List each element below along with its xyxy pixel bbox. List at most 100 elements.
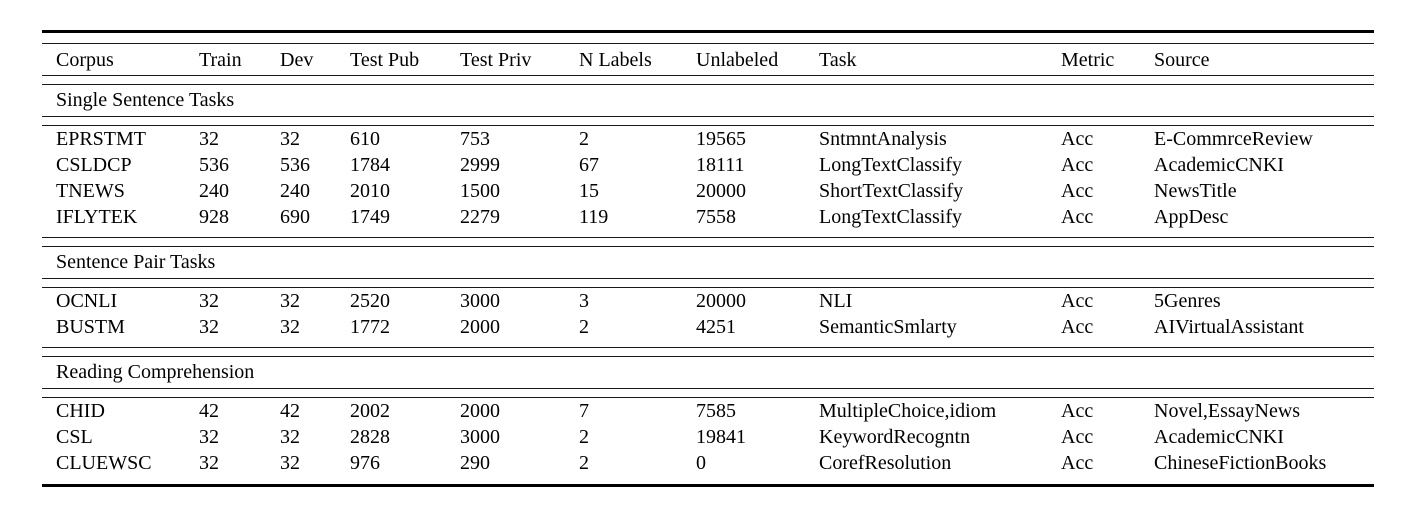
cell-test-pub: 610 — [350, 128, 380, 150]
cell-dev: 32 — [280, 426, 300, 448]
section-title-single-sentence: Single Sentence Tasks — [56, 89, 235, 111]
cell-n-labels: 119 — [579, 206, 609, 228]
cell-source: 5Genres — [1154, 290, 1221, 312]
cell-source: ChineseFictionBooks — [1154, 452, 1327, 474]
cell-test-priv: 3000 — [460, 426, 500, 448]
cell-test-priv: 2999 — [460, 154, 500, 176]
cell-test-priv: 2279 — [460, 206, 500, 228]
cell-train: 32 — [199, 316, 219, 338]
table-row-iflytek: IFLYTEK 928 690 1749 2279 119 7558 LongT… — [42, 204, 1374, 230]
table-header-row: Corpus Train Dev Test Pub Test Priv N La… — [42, 44, 1374, 75]
section-title-reading-comprehension: Reading Comprehension — [56, 361, 255, 383]
cell-unlabeled: 20000 — [696, 180, 746, 202]
horizontal-rule — [42, 84, 1374, 85]
cell-dev: 32 — [280, 128, 300, 150]
cell-task: KeywordRecogntn — [819, 426, 971, 448]
table-row-eprstmt: EPRSTMT 32 32 610 753 2 19565 SntmntAnal… — [42, 126, 1374, 152]
cell-n-labels: 3 — [579, 290, 589, 312]
cell-test-pub: 2002 — [350, 400, 390, 422]
dataset-statistics-table: Corpus Train Dev Test Pub Test Priv N La… — [42, 30, 1374, 487]
table-row-ocnli: OCNLI 32 32 2520 3000 3 20000 NLI Acc 5G… — [42, 288, 1374, 314]
cell-n-labels: 2 — [579, 452, 589, 474]
col-header-task: Task — [819, 48, 857, 71]
cell-corpus: CSL — [56, 426, 93, 448]
cell-dev: 690 — [280, 206, 310, 228]
horizontal-rule — [42, 287, 1374, 288]
cell-train: 32 — [199, 452, 219, 474]
cell-train: 928 — [199, 206, 229, 228]
cell-unlabeled: 19841 — [696, 426, 746, 448]
table-row-chid: CHID 42 42 2002 2000 7 7585 MultipleChoi… — [42, 398, 1374, 424]
top-rule-thin — [42, 43, 1374, 44]
cell-n-labels: 2 — [579, 316, 589, 338]
cell-task: ShortTextClassify — [819, 180, 964, 202]
cell-test-priv: 3000 — [460, 290, 500, 312]
cell-task: MultipleChoice,idiom — [819, 400, 997, 422]
cell-metric: Acc — [1061, 426, 1094, 448]
cell-metric: Acc — [1061, 316, 1094, 338]
cell-task: LongTextClassify — [819, 154, 963, 176]
cell-metric: Acc — [1061, 290, 1094, 312]
horizontal-rule — [42, 388, 1374, 389]
cell-corpus: CLUEWSC — [56, 452, 152, 474]
cell-metric: Acc — [1061, 206, 1094, 228]
col-header-test-pub: Test Pub — [350, 48, 420, 71]
cell-metric: Acc — [1061, 154, 1094, 176]
cell-train: 240 — [199, 180, 229, 202]
cell-dev: 32 — [280, 316, 300, 338]
cell-n-labels: 2 — [579, 426, 589, 448]
cell-dev: 32 — [280, 452, 300, 474]
cell-dev: 42 — [280, 400, 300, 422]
cell-source: E-CommrceReview — [1154, 128, 1313, 150]
cell-n-labels: 15 — [579, 180, 599, 202]
cell-train: 32 — [199, 290, 219, 312]
cell-source: AcademicCNKI — [1154, 154, 1284, 176]
cell-test-pub: 1784 — [350, 154, 390, 176]
horizontal-rule — [42, 246, 1374, 247]
cell-metric: Acc — [1061, 180, 1094, 202]
cell-unlabeled: 18111 — [696, 154, 745, 176]
cell-unlabeled: 7585 — [696, 400, 736, 422]
cell-n-labels: 7 — [579, 400, 589, 422]
cell-source: Novel,EssayNews — [1154, 400, 1301, 422]
cell-source: NewsTitle — [1154, 180, 1237, 202]
cell-source: AppDesc — [1154, 206, 1229, 228]
cell-test-priv: 290 — [460, 452, 490, 474]
cell-task: LongTextClassify — [819, 206, 963, 228]
horizontal-rule — [42, 237, 1374, 238]
horizontal-rule — [42, 125, 1374, 126]
table-row-tnews: TNEWS 240 240 2010 1500 15 20000 ShortTe… — [42, 178, 1374, 204]
cell-source: AcademicCNKI — [1154, 426, 1284, 448]
cell-unlabeled: 0 — [696, 452, 706, 474]
horizontal-rule — [42, 278, 1374, 279]
cell-unlabeled: 4251 — [696, 316, 736, 338]
table-row-csldcp: CSLDCP 536 536 1784 2999 67 18111 LongTe… — [42, 152, 1374, 178]
col-header-test-priv: Test Priv — [460, 48, 532, 71]
col-header-train: Train — [199, 48, 242, 71]
cell-train: 32 — [199, 426, 219, 448]
cell-test-priv: 1500 — [460, 180, 500, 202]
cell-corpus: CSLDCP — [56, 154, 132, 176]
cell-test-priv: 2000 — [460, 316, 500, 338]
cell-train: 536 — [199, 154, 229, 176]
cell-test-pub: 2010 — [350, 180, 390, 202]
cell-task: SntmntAnalysis — [819, 128, 947, 150]
cell-task: NLI — [819, 290, 853, 312]
cell-test-pub: 1772 — [350, 316, 390, 338]
cell-corpus: EPRSTMT — [56, 128, 147, 150]
horizontal-rule — [42, 397, 1374, 398]
col-header-dev: Dev — [280, 48, 314, 71]
cell-corpus: TNEWS — [56, 180, 125, 202]
horizontal-rule — [42, 356, 1374, 357]
cell-dev: 240 — [280, 180, 310, 202]
cell-corpus: CHID — [56, 400, 105, 422]
cell-task: CorefResolution — [819, 452, 952, 474]
col-header-corpus: Corpus — [56, 48, 114, 71]
cell-corpus: OCNLI — [56, 290, 118, 312]
cell-train: 42 — [199, 400, 219, 422]
cell-dev: 32 — [280, 290, 300, 312]
cell-test-pub: 1749 — [350, 206, 390, 228]
col-header-metric: Metric — [1061, 48, 1115, 71]
col-header-n-labels: N Labels — [579, 48, 652, 71]
cell-test-pub: 2520 — [350, 290, 390, 312]
